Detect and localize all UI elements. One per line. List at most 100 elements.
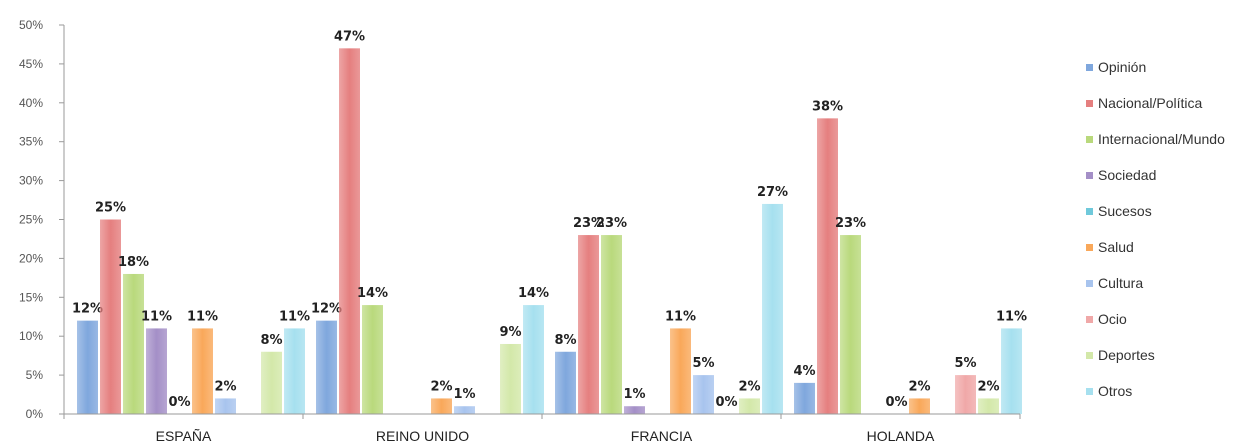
- bar-reino-unido-deportes: [500, 343, 521, 414]
- data-label: 38%: [812, 99, 843, 114]
- bar-holanda-deportes: [978, 398, 999, 414]
- data-label: 23%: [596, 216, 627, 231]
- bar-francia-sociedad: [624, 406, 645, 414]
- bar-francia-opini-n: [555, 351, 576, 414]
- data-label: 11%: [996, 309, 1027, 324]
- bar-francia-otros: [762, 203, 783, 414]
- data-label: 8%: [554, 333, 576, 348]
- bar-españa-nacional-pol-tica: [100, 219, 121, 414]
- bar-holanda-otros: [1001, 328, 1022, 414]
- category-label-holanda: HOLANDA: [867, 428, 935, 444]
- bar-holanda-salud: [909, 398, 930, 414]
- data-label: 23%: [573, 216, 604, 231]
- legend-swatch-opini-n: [1086, 64, 1093, 71]
- legend-swatch-sucesos: [1086, 208, 1093, 215]
- legend-swatch-sociedad: [1086, 172, 1093, 179]
- data-label: 12%: [311, 302, 342, 317]
- data-label: 0%: [885, 395, 907, 410]
- y-tick-label: 0%: [26, 407, 44, 421]
- data-label: 2%: [430, 379, 452, 394]
- bar-francia-deportes: [739, 398, 760, 414]
- data-label: 11%: [279, 309, 310, 324]
- data-label: 11%: [187, 309, 218, 324]
- bar-francia-nacional-pol-tica: [578, 235, 599, 414]
- data-label: 0%: [715, 395, 737, 410]
- data-label: 8%: [260, 333, 282, 348]
- legend-label-salud: Salud: [1098, 239, 1134, 255]
- y-tick-label: 20%: [19, 251, 43, 265]
- bar-francia-cultura: [693, 375, 714, 414]
- data-label: 11%: [141, 309, 172, 324]
- y-tick-label: 5%: [26, 368, 44, 382]
- data-label: 1%: [623, 387, 645, 402]
- data-label: 4%: [793, 364, 815, 379]
- x-axis: ESPAÑA REINO UNIDO FRANCIA HOLANDA: [63, 413, 1021, 444]
- data-label: 2%: [977, 379, 999, 394]
- plot-area: 12%25%18%11%0%11%2%8%11%12%47%14%2%1%9%1…: [72, 29, 1027, 415]
- legend-swatch-internacional-mundo: [1086, 136, 1093, 143]
- data-label: 25%: [95, 201, 126, 216]
- bar-holanda-opini-n: [794, 382, 815, 414]
- bar-españa-salud: [192, 328, 213, 414]
- data-label: 27%: [757, 185, 788, 200]
- data-label: 0%: [168, 395, 190, 410]
- y-tick-label: 25%: [19, 213, 43, 227]
- y-tick-label: 40%: [19, 96, 43, 110]
- bar-reino-unido-cultura: [454, 406, 475, 414]
- legend-swatch-salud: [1086, 244, 1093, 251]
- legend-label-deportes: Deportes: [1098, 347, 1155, 363]
- data-label: 23%: [835, 216, 866, 231]
- data-label: 11%: [665, 309, 696, 324]
- bar-reino-unido-opini-n: [316, 320, 337, 414]
- y-tick-label: 10%: [19, 329, 43, 343]
- y-tick-label: 30%: [19, 174, 43, 188]
- bar-españa-otros: [284, 328, 305, 414]
- bar-reino-unido-nacional-pol-tica: [339, 48, 360, 415]
- data-label: 2%: [738, 379, 760, 394]
- legend-label-otros: Otros: [1098, 383, 1132, 399]
- data-label: 2%: [214, 379, 236, 394]
- legend-label-sucesos: Sucesos: [1098, 203, 1152, 219]
- bar-reino-unido-otros: [523, 305, 544, 414]
- bar-holanda-internacional-mundo: [840, 235, 861, 414]
- data-label: 14%: [518, 286, 549, 301]
- data-label: 14%: [357, 286, 388, 301]
- data-label: 5%: [954, 356, 976, 371]
- category-label-reino-unido: REINO UNIDO: [376, 428, 469, 444]
- legend-swatch-ocio: [1086, 316, 1093, 323]
- y-axis: 0% 5% 10% 15% 20% 25% 30% 35% 40% 45% 50%: [19, 18, 65, 421]
- legend-label-sociedad: Sociedad: [1098, 167, 1156, 183]
- bar-españa-opini-n: [77, 320, 98, 414]
- data-label: 12%: [72, 302, 103, 317]
- legend-label-cultura: Cultura: [1098, 275, 1143, 291]
- category-label-francia: FRANCIA: [631, 428, 693, 444]
- legend: Opinión Nacional/Política Internacional/Mu…: [1086, 59, 1225, 399]
- legend-label-nacional-pol-tica: Nacional/Política: [1098, 95, 1202, 111]
- bar-holanda-ocio: [955, 375, 976, 414]
- data-label: 9%: [499, 325, 521, 340]
- legend-label-ocio: Ocio: [1098, 311, 1127, 327]
- category-label-españa: ESPAÑA: [156, 428, 212, 444]
- bar-españa-cultura: [215, 398, 236, 414]
- data-label: 2%: [908, 379, 930, 394]
- bar-reino-unido-salud: [431, 398, 452, 414]
- bar-francia-salud: [670, 328, 691, 414]
- y-tick-label: 15%: [19, 290, 43, 304]
- data-label: 1%: [453, 387, 475, 402]
- bar-reino-unido-internacional-mundo: [362, 305, 383, 414]
- data-label: 47%: [334, 29, 365, 44]
- y-tick-label: 45%: [19, 57, 43, 71]
- legend-label-opini-n: Opinión: [1098, 59, 1146, 75]
- y-tick-label: 50%: [19, 18, 43, 32]
- legend-swatch-otros: [1086, 388, 1093, 395]
- legend-label-internacional-mundo: Internacional/Mundo: [1098, 131, 1225, 147]
- bar-españa-sociedad: [146, 328, 167, 414]
- bar-francia-internacional-mundo: [601, 235, 622, 414]
- legend-swatch-cultura: [1086, 280, 1093, 287]
- data-label: 5%: [692, 356, 714, 371]
- y-tick-label: 35%: [19, 135, 43, 149]
- legend-swatch-nacional-pol-tica: [1086, 100, 1093, 107]
- bar-españa-internacional-mundo: [123, 273, 144, 414]
